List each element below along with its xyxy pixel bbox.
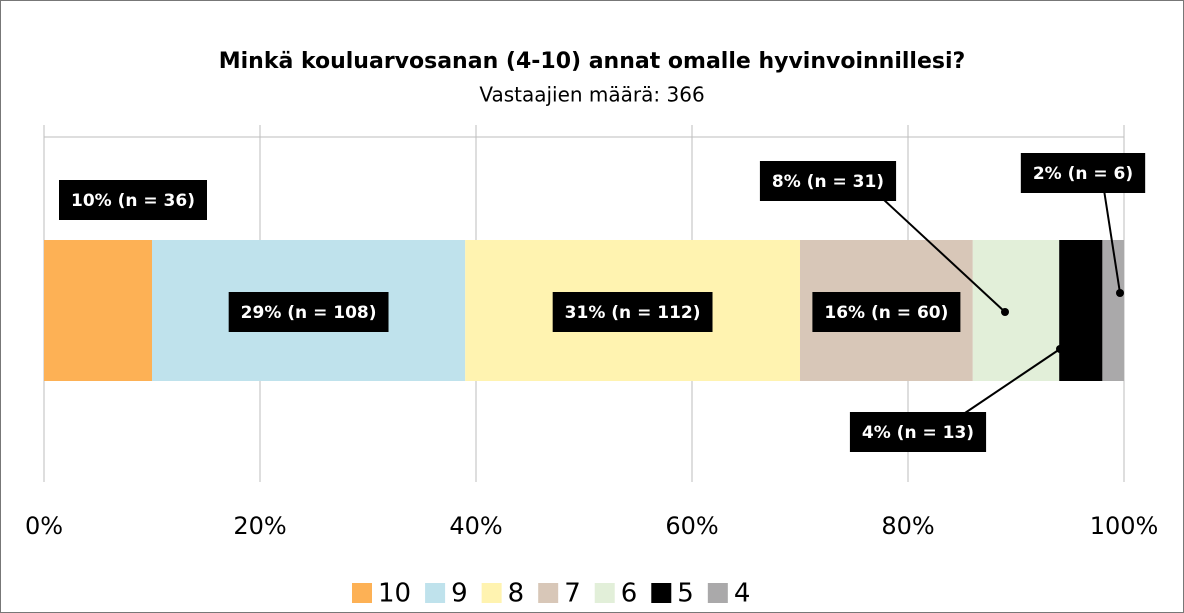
leader-line <box>1103 189 1121 294</box>
bar-segment <box>972 240 1060 381</box>
legend-swatch <box>481 583 502 603</box>
legend-label: 4 <box>734 579 751 609</box>
data-label: 10% (n = 36) <box>71 191 195 211</box>
leader-line <box>964 348 1061 414</box>
data-label: 4% (n = 13) <box>862 423 974 443</box>
legend-label: 6 <box>621 579 638 609</box>
legend-label: 5 <box>677 579 694 609</box>
legend-swatch <box>594 583 615 603</box>
leader-dot <box>1001 308 1009 316</box>
data-label: 31% (n = 112) <box>565 303 701 323</box>
data-label-box <box>812 292 961 332</box>
data-label-box <box>228 292 389 332</box>
legend-label: 8 <box>508 579 525 609</box>
data-label: 16% (n = 60) <box>824 303 948 323</box>
legend-swatch <box>707 583 728 603</box>
data-label-box <box>1020 153 1146 193</box>
legend-swatch <box>538 583 559 603</box>
legend-label: 9 <box>451 579 468 609</box>
x-tick-label: 20% <box>233 512 286 540</box>
legend-swatch <box>651 583 672 603</box>
bar-segment <box>1102 240 1124 381</box>
leader-dot <box>1116 289 1124 297</box>
data-label: 8% (n = 31) <box>772 172 884 192</box>
x-tick-label: 0% <box>25 512 63 540</box>
legend-swatch <box>425 583 446 603</box>
legend-label: 10 <box>378 579 411 609</box>
bar-segment <box>1059 240 1103 381</box>
chart-subtitle: Vastaajien määrä: 366 <box>479 83 704 107</box>
x-tick-label: 80% <box>881 512 934 540</box>
data-label: 2% (n = 6) <box>1033 164 1133 184</box>
bar-segment <box>44 240 152 381</box>
x-tick-label: 100% <box>1090 512 1159 540</box>
legend-swatch <box>352 583 372 603</box>
data-label-box <box>849 412 987 452</box>
data-label-box <box>59 180 207 220</box>
x-tick-label: 60% <box>665 512 718 540</box>
leader-dot <box>1056 345 1064 353</box>
data-label-box <box>552 292 713 332</box>
legend-label: 7 <box>564 579 581 609</box>
x-tick-label: 40% <box>449 512 502 540</box>
leader-line <box>882 198 1006 313</box>
data-label-box <box>759 161 897 201</box>
data-label: 29% (n = 108) <box>241 303 377 323</box>
chart-title: Minkä kouluarvosanan (4-10) annat omalle… <box>219 49 966 74</box>
